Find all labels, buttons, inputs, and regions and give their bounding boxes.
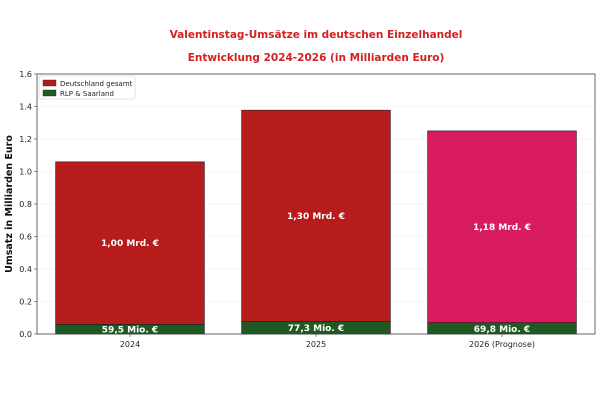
bar-value-label: 59,5 Mio. € — [102, 326, 158, 336]
x-tick-label: 2024 — [120, 340, 140, 349]
bar-value-label: 69,8 Mio. € — [474, 325, 530, 335]
legend-label-rlp: RLP & Saarland — [60, 90, 114, 98]
x-tick-label: 2025 — [306, 340, 326, 349]
legend-swatch-rlp — [42, 89, 57, 97]
legend-label-deutschland: Deutschland gesamt — [60, 80, 133, 88]
y-tick-label: 1.2 — [19, 135, 32, 144]
x-tick-label: 2026 (Prognose) — [469, 340, 535, 349]
y-tick-label: 0.8 — [19, 200, 32, 209]
bar-value-label: 1,30 Mrd. € — [287, 212, 345, 222]
y-tick-label: 1.0 — [19, 168, 32, 177]
y-tick-label: 0.6 — [19, 233, 32, 242]
bar-deutschland-gesamt — [241, 109, 391, 322]
y-axis-label: Umsatz in Milliarden Euro — [4, 135, 15, 273]
bar-value-label: 1,18 Mrd. € — [473, 223, 531, 233]
chart-title: Valentinstag-Umsätze im deutschen Einzel… — [170, 29, 463, 41]
y-tick-label: 1.6 — [19, 70, 32, 79]
y-tick-label: 0.4 — [19, 265, 32, 274]
legend: Deutschland gesamt RLP & Saarland — [38, 75, 136, 100]
bar-deutschland-gesamt — [427, 130, 577, 323]
bar-value-label: 1,00 Mrd. € — [101, 239, 159, 249]
bar-deutschland-gesamt — [55, 161, 205, 325]
y-tick-label: 0.2 — [19, 298, 32, 307]
y-tick-label: 1.4 — [19, 103, 32, 112]
bar-value-label: 77,3 Mio. € — [288, 324, 344, 334]
y-tick-label: 0.0 — [19, 330, 32, 339]
chart-subtitle: Entwicklung 2024-2026 (in Milliarden Eur… — [188, 52, 445, 64]
legend-swatch-deutschland — [42, 79, 57, 87]
